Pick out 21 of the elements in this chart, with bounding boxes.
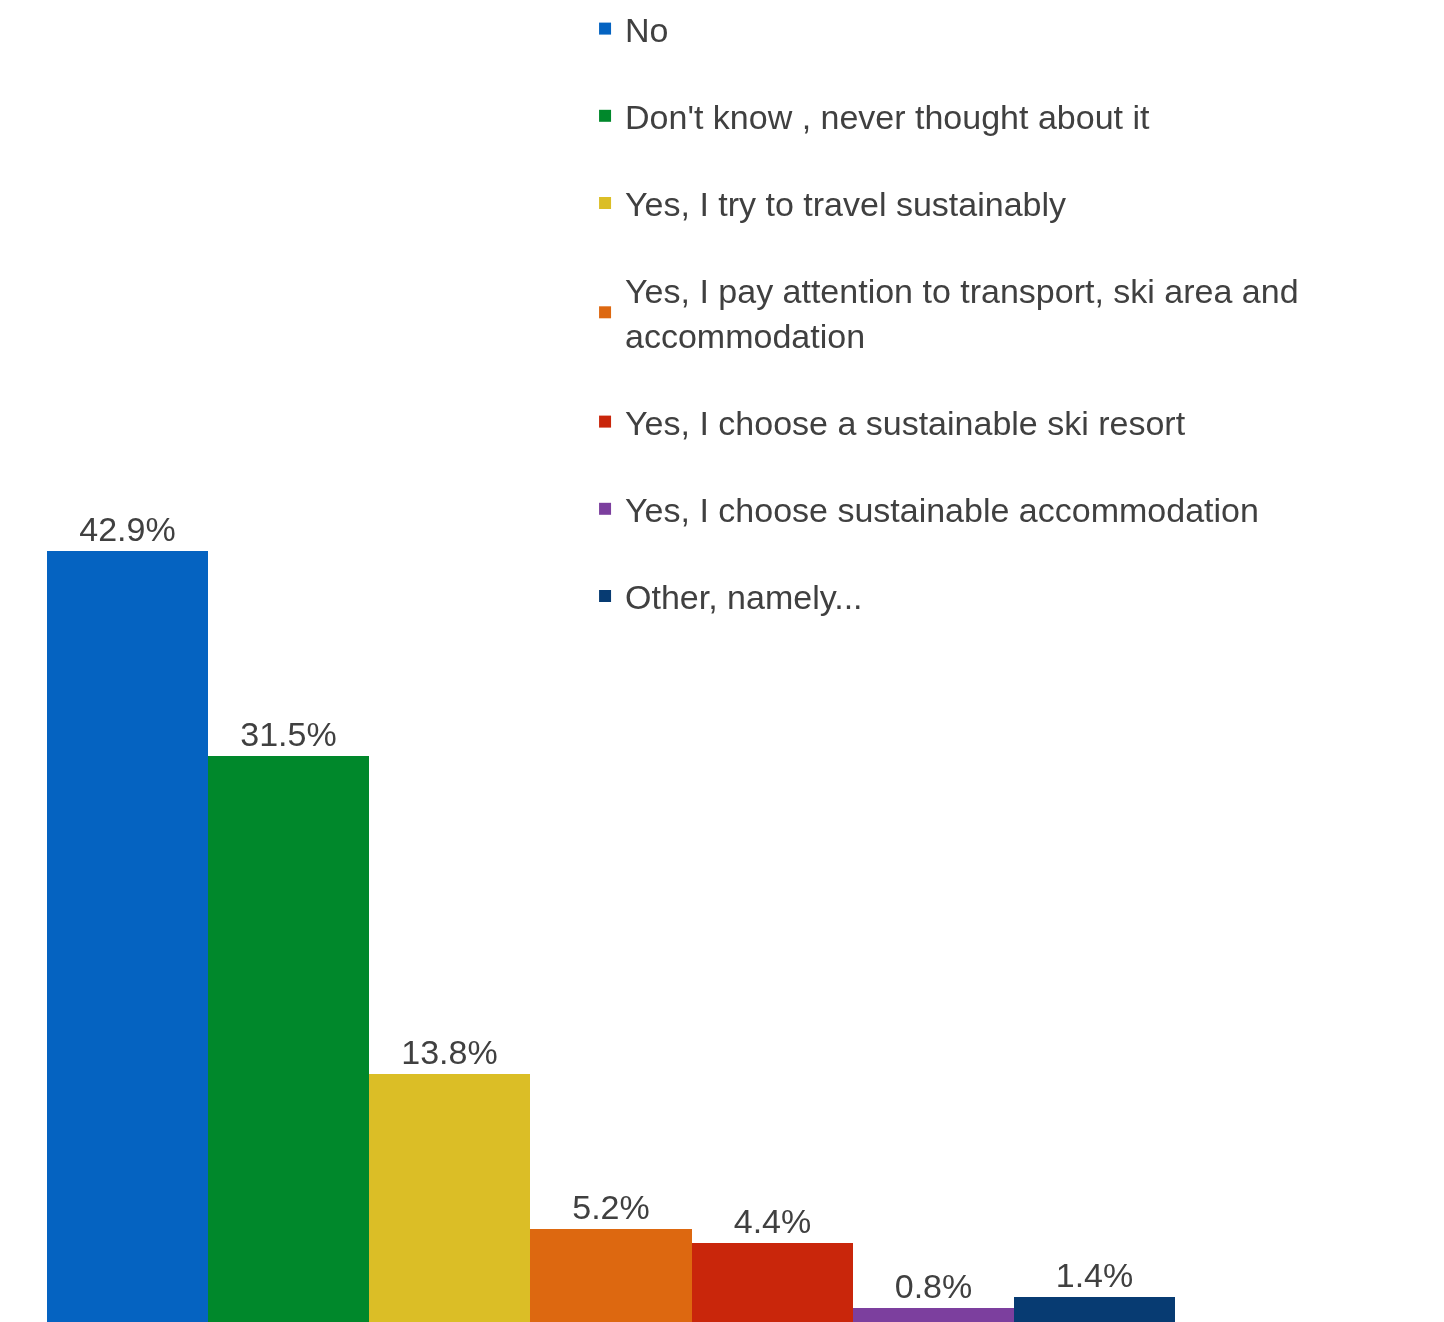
legend-label: No: [625, 10, 669, 49]
data-label: 5.2%: [572, 1188, 650, 1226]
bar: [208, 756, 369, 1322]
legend-label: Other, namely...: [625, 578, 863, 617]
bar: [530, 1229, 692, 1322]
legend-label: Yes, I choose sustainable accommodation: [625, 491, 1259, 530]
data-label: 13.8%: [401, 1033, 498, 1071]
data-label: 31.5%: [240, 715, 337, 753]
bar: [692, 1243, 853, 1322]
legend-label: Yes, I try to travel sustainably: [625, 185, 1067, 224]
bar: [47, 551, 208, 1322]
bar: [1014, 1297, 1175, 1322]
legend-label: Yes, I pay attention to transport, ski area and accommodation: [625, 272, 1299, 355]
data-label: 1.4%: [1055, 1256, 1134, 1294]
data-label: 0.8%: [894, 1267, 973, 1305]
legend-label: Don't know , never thought about it: [625, 98, 1150, 137]
data-label: 42.9%: [79, 510, 176, 548]
bar: [853, 1308, 1014, 1322]
bar: [369, 1074, 530, 1322]
legend-label: Yes, I choose a sustainable ski resort: [625, 403, 1186, 442]
data-label: 4.4%: [733, 1202, 812, 1240]
